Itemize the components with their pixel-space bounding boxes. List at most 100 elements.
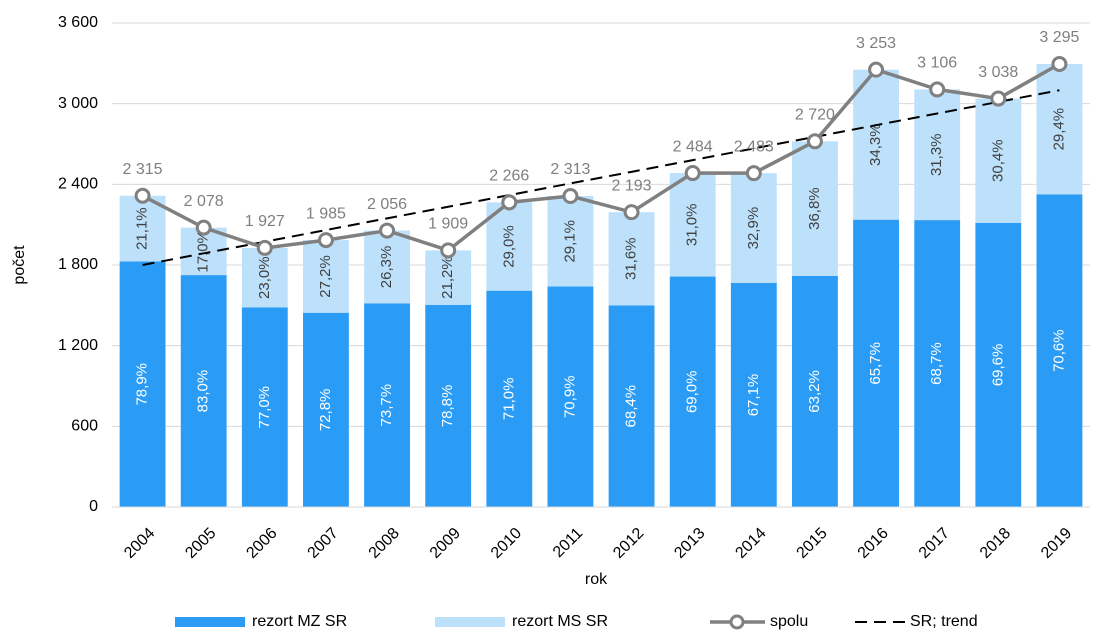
x-tick-label: 2009: [427, 525, 464, 562]
bar-share-label: 69,6%: [989, 344, 1006, 387]
bar: [730, 173, 777, 284]
bar-share-label: 63,2%: [806, 370, 823, 413]
x-tick-label: 2014: [732, 525, 769, 562]
bar-share-label: 17,0%: [195, 230, 212, 273]
legend-label: SR; trend: [910, 613, 978, 630]
bar: [364, 230, 410, 304]
line-value-label: 2 720: [795, 107, 835, 124]
bar: [180, 275, 227, 507]
bar-share-label: 21,2%: [439, 256, 456, 299]
bar: [792, 141, 838, 276]
bar-share-label: 29,4%: [1050, 108, 1067, 151]
y-tick-label: 0: [89, 498, 98, 515]
line-value-label: 2 483: [734, 138, 774, 155]
y-tick-label: 2 400: [58, 176, 98, 193]
bar: [730, 283, 777, 507]
bar: [425, 250, 472, 305]
bar-share-label: 78,8%: [439, 385, 456, 428]
line-marker: [379, 222, 396, 239]
line-marker: [990, 90, 1007, 107]
line-marker: [684, 165, 701, 182]
bar-share-label: 36,8%: [806, 187, 823, 230]
bar-share-label: 69,0%: [684, 371, 701, 414]
x-tick-label: 2004: [121, 525, 158, 562]
bar: [669, 276, 716, 507]
bar-share-label: 31,6%: [623, 237, 640, 280]
legend-marker: [729, 614, 745, 630]
x-tick-label: 2010: [488, 525, 525, 562]
bar: [608, 305, 655, 507]
bar: [119, 261, 166, 507]
bar-share-label: 27,2%: [317, 255, 334, 298]
bar: [547, 286, 594, 507]
bar: [119, 195, 166, 262]
bar: [1036, 64, 1083, 195]
bar-share-label: 29,0%: [500, 225, 517, 268]
line-marker: [562, 188, 579, 205]
legend-label: rezort MS SR: [512, 613, 608, 630]
bar: [241, 307, 288, 507]
x-tick-label: 2019: [1038, 525, 1075, 562]
line: [141, 62, 1061, 253]
x-tick-label: 2012: [610, 525, 647, 562]
bar: [853, 219, 899, 508]
x-tick-label: 2018: [977, 525, 1014, 562]
line-marker: [134, 187, 151, 204]
x-tick-label: 2016: [855, 525, 892, 562]
line-marker: [745, 165, 762, 182]
bar-share-label: 21,1%: [134, 207, 151, 250]
x-tick-label: 2017: [916, 525, 953, 562]
line-value-label: 2 484: [673, 138, 713, 155]
bar: [425, 304, 472, 507]
line-value-label: 2 193: [612, 177, 652, 194]
legend-swatch: [435, 617, 505, 627]
bar: [303, 240, 349, 313]
bar: [241, 247, 288, 308]
bar-share-label: 34,3%: [867, 123, 884, 166]
line-marker: [929, 81, 946, 98]
line-value-label: 2 313: [550, 161, 590, 178]
bar: [608, 212, 655, 306]
bar: [669, 173, 716, 277]
bar-share-label: 73,7%: [378, 384, 395, 427]
bar-share-label: 71,0%: [500, 378, 517, 421]
line-marker: [806, 133, 823, 150]
bar: [486, 290, 533, 507]
bar: [975, 222, 1022, 508]
x-tick-label: 2005: [182, 525, 219, 562]
bar: [792, 275, 838, 507]
line-marker: [623, 204, 640, 221]
x-tick-label: 2007: [305, 525, 342, 562]
bar: [853, 69, 899, 220]
x-tick-label: 2015: [794, 525, 831, 562]
bar: [547, 196, 594, 287]
line-marker: [195, 219, 212, 236]
x-tick-label: 2011: [550, 525, 586, 561]
bar-share-label: 78,9%: [134, 363, 151, 406]
bar: [364, 303, 410, 507]
x-tick-label: 2013: [671, 525, 708, 562]
line-marker: [868, 61, 885, 78]
line-marker: [501, 194, 518, 211]
line-marker: [256, 239, 273, 256]
bar-share-label: 68,7%: [928, 342, 945, 385]
x-tick-label: 2008: [366, 525, 403, 562]
bar: [486, 202, 533, 291]
bar: [975, 98, 1022, 223]
bar-share-label: 31,0%: [684, 204, 701, 247]
bar-share-label: 29,1%: [561, 220, 578, 263]
bar-share-label: 65,7%: [867, 342, 884, 385]
line-value-label: 3 106: [917, 55, 957, 72]
bar-share-label: 31,3%: [928, 133, 945, 176]
y-tick-label: 3 000: [58, 95, 98, 112]
y-tick-label: 1 800: [58, 256, 98, 273]
bar-share-label: 70,9%: [561, 375, 578, 418]
y-axis-label: počet: [11, 245, 28, 285]
bar-share-label: 23,0%: [256, 256, 273, 299]
bar: [303, 312, 349, 507]
line-value-label: 2 078: [184, 193, 224, 210]
y-tick-label: 3 600: [58, 14, 98, 31]
x-tick-label: 2006: [243, 525, 280, 562]
line-marker: [317, 232, 334, 249]
